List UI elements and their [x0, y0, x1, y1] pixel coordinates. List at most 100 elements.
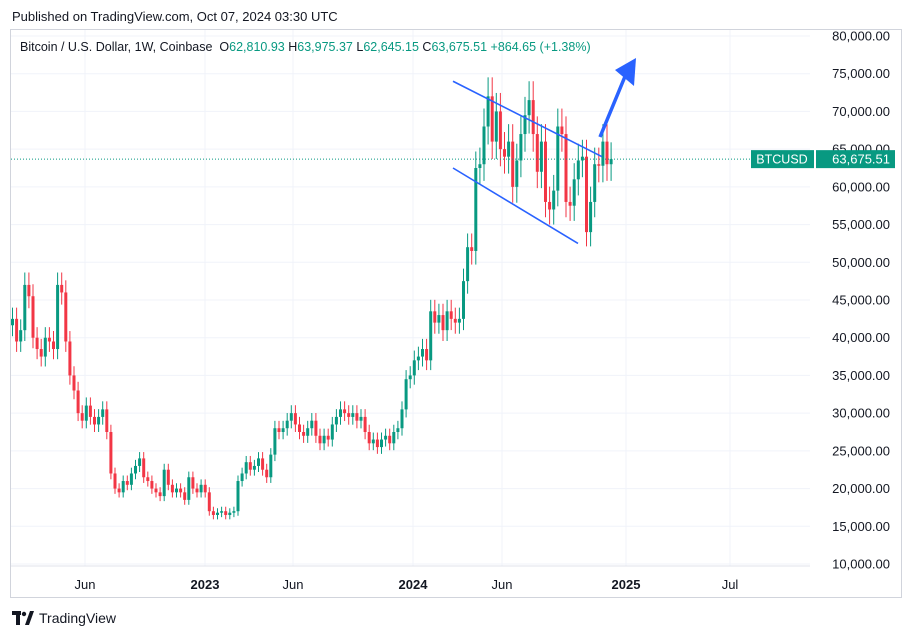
channel-upper-line	[452, 80, 603, 158]
candle-body	[445, 311, 449, 331]
candle-body	[351, 413, 355, 417]
candle-body	[240, 473, 244, 482]
candle-body	[355, 413, 359, 421]
candle-body	[380, 439, 383, 448]
candle-body	[11, 318, 14, 326]
candle-body	[265, 469, 269, 478]
close-key: C	[422, 40, 432, 54]
candle-body	[257, 458, 260, 466]
candle-body	[154, 488, 158, 493]
candle-body	[326, 435, 330, 440]
y-tick-label: 20,000.00	[832, 481, 890, 496]
candle-body	[27, 284, 31, 297]
candle-body	[412, 360, 416, 376]
candle-body	[531, 100, 535, 135]
candle-body	[425, 349, 429, 361]
x-tick-label: Jun	[75, 577, 96, 592]
candle-body	[384, 435, 388, 440]
candle-body	[478, 164, 482, 168]
y-tick-label: 60,000.00	[832, 179, 890, 194]
candle-body	[421, 349, 424, 357]
candle-body	[503, 149, 506, 157]
candle-body	[359, 416, 363, 421]
candle-body	[556, 126, 560, 191]
candle-body	[117, 488, 121, 493]
candle-body	[544, 141, 547, 202]
candle-body	[187, 477, 191, 500]
y-tick-label: 15,000.00	[832, 519, 890, 534]
candle-body	[507, 141, 511, 157]
candle-body	[269, 454, 273, 478]
candle-body	[43, 337, 47, 357]
footer: TradingView	[12, 610, 116, 626]
x-tick-label: Jun	[283, 577, 304, 592]
candle-body	[191, 477, 195, 489]
candle-body	[601, 141, 605, 166]
candle-body	[211, 511, 215, 515]
candle-body	[388, 435, 392, 444]
candle-body	[334, 416, 338, 425]
candle-body	[64, 292, 68, 342]
published-line: Published on TradingView.com, Oct 07, 20…	[12, 9, 338, 24]
candle-body	[568, 201, 572, 206]
candle-body	[216, 512, 219, 515]
time-axis: Jun 2023 Jun 2024 Jun 2025 Jul	[75, 577, 739, 592]
candle-body	[158, 492, 162, 497]
candle-body	[498, 111, 502, 150]
candle-body	[150, 481, 154, 489]
chart-frame[interactable]	[10, 29, 902, 598]
candle-body	[408, 375, 412, 380]
candle-body	[396, 428, 400, 432]
candle-body	[597, 164, 601, 166]
candle-body	[363, 416, 367, 432]
candle-body	[490, 96, 494, 142]
candle-body	[31, 296, 35, 338]
candle-body	[15, 318, 19, 342]
candle-body	[539, 141, 543, 172]
symbol-label: Bitcoin / U.S. Dollar, 1W, Coinbase	[20, 40, 213, 54]
candle-body	[457, 318, 461, 323]
candle-body	[183, 492, 187, 500]
candle-body	[462, 281, 465, 319]
candle-body	[121, 481, 125, 493]
candle-body	[589, 201, 593, 233]
drawings	[11, 58, 750, 245]
candle-body	[474, 168, 478, 251]
candle-body	[404, 379, 408, 410]
candle-body	[535, 134, 539, 172]
candle-body	[179, 488, 183, 493]
close-value: 63,675.51	[431, 40, 488, 54]
candle-body	[552, 190, 556, 210]
candle-body	[281, 428, 285, 432]
candle-body	[580, 156, 584, 161]
candle-body	[170, 484, 174, 493]
candle-body	[593, 164, 597, 202]
candle-body	[195, 488, 199, 493]
x-tick-label: 2024	[399, 577, 429, 592]
x-tick-label: Jun	[492, 577, 513, 592]
candle-body	[392, 432, 396, 444]
candle-body	[23, 284, 27, 331]
candle-body	[511, 141, 515, 187]
x-tick-label: 2025	[612, 577, 641, 592]
candle-body	[437, 315, 441, 323]
candle-body	[306, 428, 310, 436]
candle-body	[76, 390, 80, 414]
y-tick-label: 25,000.00	[832, 443, 890, 458]
candle-body	[298, 424, 301, 432]
candle-body	[515, 160, 519, 187]
price-tag-label: 63,675.51	[832, 152, 890, 167]
candle-body	[310, 420, 314, 429]
candle-body	[129, 473, 133, 485]
candle-body	[146, 477, 150, 482]
candle-body	[261, 458, 265, 470]
candle-body	[232, 511, 236, 513]
open-value: 62,810.93	[229, 40, 285, 54]
change-value: +864.65 (+1.38%)	[490, 40, 591, 54]
price-tag-bg	[816, 150, 895, 169]
breakout-arrow-icon	[598, 58, 636, 138]
ohlc-legend: Bitcoin / U.S. Dollar, 1W, Coinbase O62,…	[20, 40, 591, 54]
y-tick-label: 35,000.00	[832, 368, 890, 383]
candle-body	[560, 126, 564, 135]
